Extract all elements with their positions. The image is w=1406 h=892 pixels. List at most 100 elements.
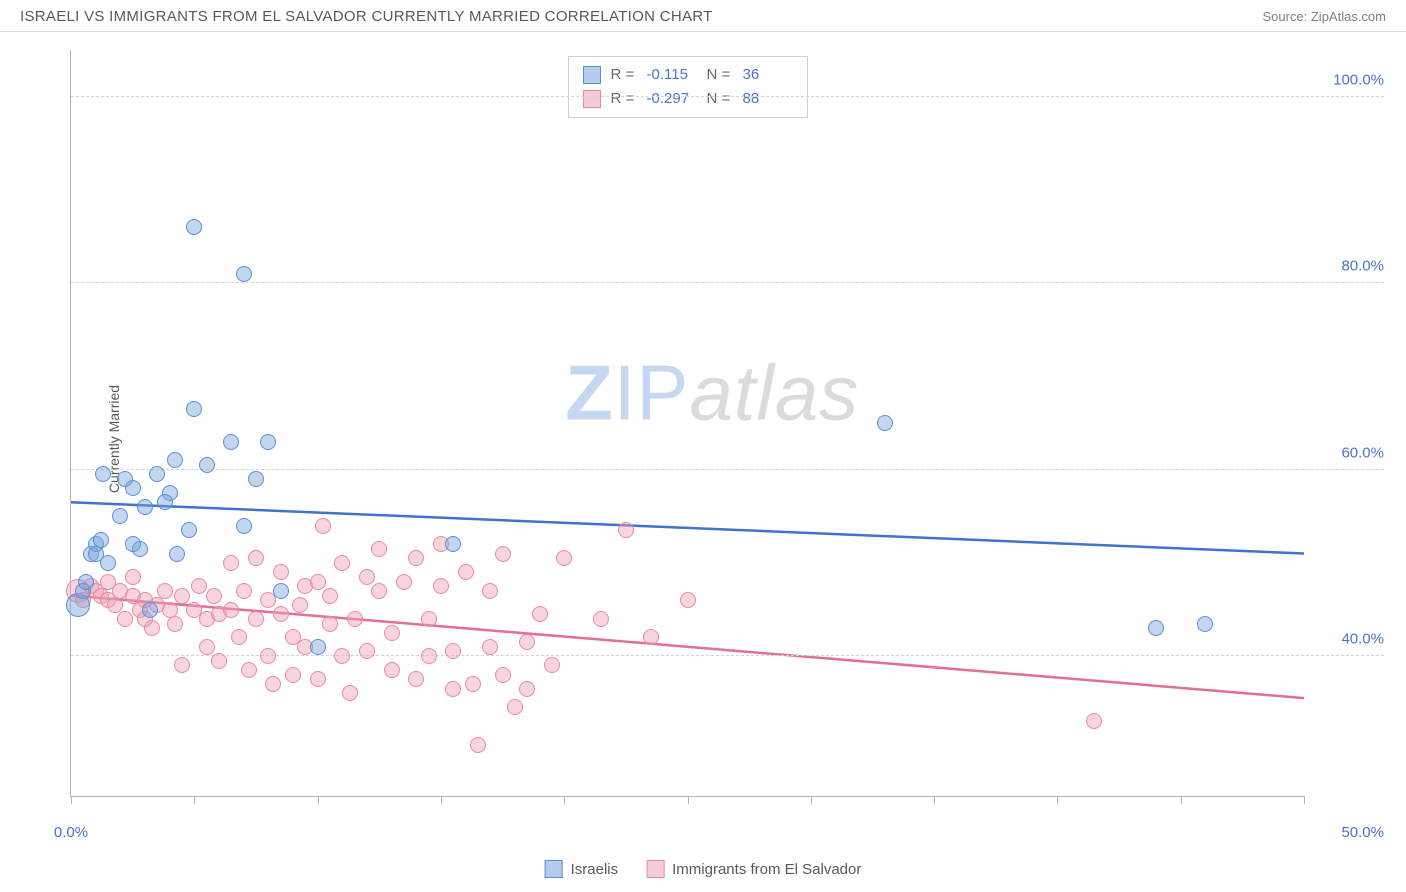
xtick	[564, 796, 565, 804]
scatter-point-pink	[347, 611, 363, 627]
xtick-label-min: 0.0%	[54, 824, 88, 841]
r-value-blue: -0.115	[647, 63, 697, 87]
gridline-h	[71, 282, 1384, 283]
scatter-point-blue	[260, 434, 276, 450]
chart-source: Source: ZipAtlas.com	[1262, 9, 1386, 24]
scatter-point-pink	[273, 564, 289, 580]
scatter-point-pink	[482, 583, 498, 599]
r-label: R =	[611, 63, 637, 87]
scatter-point-pink	[495, 667, 511, 683]
scatter-point-blue	[95, 466, 111, 482]
scatter-point-pink	[248, 550, 264, 566]
scatter-point-pink	[310, 671, 326, 687]
scatter-point-blue	[236, 266, 252, 282]
scatter-point-pink	[618, 522, 634, 538]
scatter-point-pink	[495, 546, 511, 562]
chart-area: Currently Married ZIPatlas R = -0.115 N …	[50, 50, 1384, 827]
scatter-point-pink	[236, 583, 252, 599]
scatter-point-pink	[359, 569, 375, 585]
scatter-point-pink	[265, 676, 281, 692]
scatter-point-pink	[445, 681, 461, 697]
legend: Israelis Immigrants from El Salvador	[545, 860, 862, 878]
ytick-label: 60.0%	[1314, 444, 1384, 461]
scatter-point-pink	[507, 699, 523, 715]
scatter-point-pink	[680, 592, 696, 608]
scatter-point-pink	[157, 583, 173, 599]
gridline-h	[71, 469, 1384, 470]
ytick-label: 40.0%	[1314, 631, 1384, 648]
scatter-point-blue	[93, 532, 109, 548]
scatter-point-blue	[1148, 620, 1164, 636]
scatter-point-blue	[181, 522, 197, 538]
xtick	[1181, 796, 1182, 804]
scatter-point-blue	[169, 546, 185, 562]
xtick	[934, 796, 935, 804]
source-link[interactable]: ZipAtlas.com	[1311, 9, 1386, 24]
n-label: N =	[707, 63, 733, 87]
xtick	[318, 796, 319, 804]
scatter-point-pink	[1086, 713, 1102, 729]
legend-item-pink: Immigrants from El Salvador	[646, 860, 861, 878]
scatter-point-pink	[556, 550, 572, 566]
legend-swatch-blue-icon	[545, 860, 563, 878]
scatter-point-pink	[371, 583, 387, 599]
scatter-point-pink	[231, 629, 247, 645]
xtick	[441, 796, 442, 804]
xtick	[688, 796, 689, 804]
watermark-zip: Z	[565, 349, 614, 437]
swatch-pink-icon	[583, 90, 601, 108]
scatter-point-pink	[174, 588, 190, 604]
stats-row-pink: R = -0.297 N = 88	[583, 87, 793, 111]
swatch-blue-icon	[583, 66, 601, 84]
legend-label-blue: Israelis	[571, 861, 619, 878]
scatter-point-pink	[482, 639, 498, 655]
scatter-point-pink	[342, 685, 358, 701]
n-value-blue: 36	[743, 63, 793, 87]
scatter-point-pink	[384, 662, 400, 678]
ytick-label: 80.0%	[1314, 258, 1384, 275]
scatter-point-blue	[445, 536, 461, 552]
scatter-point-pink	[458, 564, 474, 580]
scatter-point-pink	[117, 611, 133, 627]
scatter-point-pink	[433, 578, 449, 594]
scatter-point-pink	[125, 569, 141, 585]
scatter-point-blue	[100, 555, 116, 571]
ytick-label: 100.0%	[1314, 71, 1384, 88]
source-prefix: Source:	[1262, 9, 1310, 24]
scatter-point-pink	[285, 667, 301, 683]
scatter-point-blue	[137, 499, 153, 515]
scatter-point-pink	[396, 574, 412, 590]
scatter-point-blue	[125, 480, 141, 496]
scatter-point-pink	[643, 629, 659, 645]
xtick	[194, 796, 195, 804]
n-label-2: N =	[707, 87, 733, 111]
scatter-point-pink	[322, 616, 338, 632]
scatter-point-pink	[260, 648, 276, 664]
scatter-point-pink	[593, 611, 609, 627]
scatter-point-pink	[223, 555, 239, 571]
scatter-point-pink	[310, 574, 326, 590]
scatter-point-pink	[223, 602, 239, 618]
scatter-point-pink	[174, 657, 190, 673]
xtick	[811, 796, 812, 804]
scatter-point-pink	[544, 657, 560, 673]
legend-label-pink: Immigrants from El Salvador	[672, 861, 861, 878]
scatter-point-pink	[315, 518, 331, 534]
scatter-point-pink	[519, 681, 535, 697]
chart-header: ISRAELI VS IMMIGRANTS FROM EL SALVADOR C…	[0, 0, 1406, 32]
legend-item-blue: Israelis	[545, 860, 619, 878]
scatter-point-blue	[142, 602, 158, 618]
xtick	[1304, 796, 1305, 804]
r-label-2: R =	[611, 87, 637, 111]
trend-line	[71, 502, 1304, 553]
r-value-pink: -0.297	[647, 87, 697, 111]
scatter-point-pink	[273, 606, 289, 622]
scatter-point-pink	[191, 578, 207, 594]
scatter-point-blue	[78, 574, 94, 590]
scatter-point-blue	[125, 536, 141, 552]
scatter-point-blue	[1197, 616, 1213, 632]
scatter-point-blue	[157, 494, 173, 510]
scatter-point-pink	[241, 662, 257, 678]
chart-title: ISRAELI VS IMMIGRANTS FROM EL SALVADOR C…	[20, 8, 713, 25]
scatter-point-pink	[359, 643, 375, 659]
